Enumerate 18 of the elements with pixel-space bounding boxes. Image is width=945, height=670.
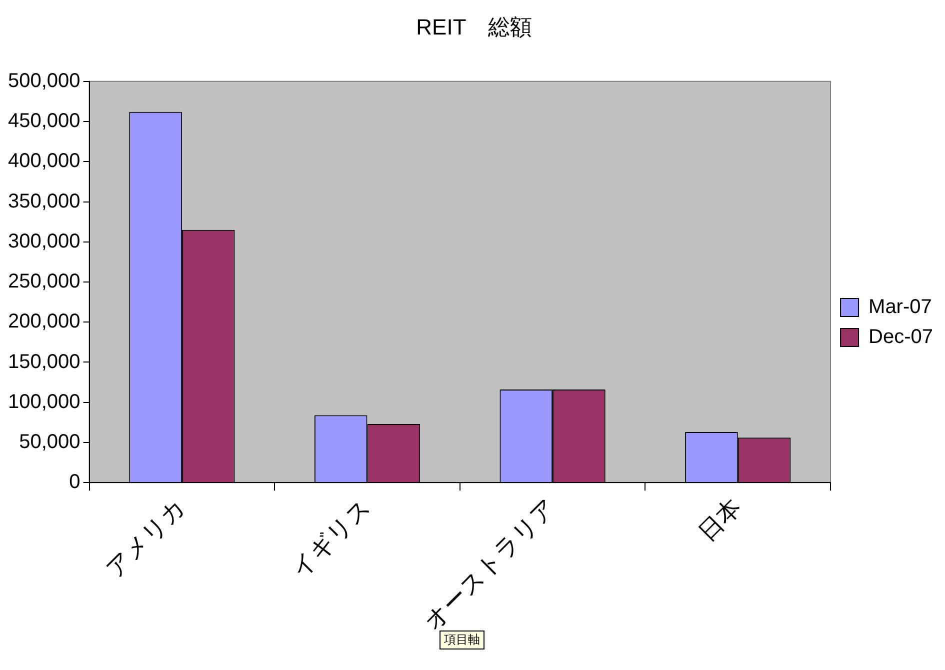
- y-tick-label: 150,000: [8, 350, 80, 373]
- y-tick-label: 100,000: [8, 390, 80, 413]
- x-tick-label: アメリカ: [101, 494, 191, 584]
- y-tick-label: 400,000: [8, 150, 80, 172]
- y-tick-label: 200,000: [8, 310, 80, 333]
- y-tick-label: 250,000: [8, 270, 80, 293]
- y-tick-label: 450,000: [8, 110, 80, 132]
- chart-title: REIT 総額: [416, 14, 532, 40]
- x-tick-label: 日本: [694, 494, 747, 547]
- x-tick-label: イギリス: [286, 494, 376, 584]
- y-tick-label: 0: [69, 471, 80, 494]
- y-tick-label: 500,000: [8, 70, 80, 92]
- y-tick-label: 350,000: [8, 190, 80, 212]
- legend-label: Mar-07: [868, 296, 932, 318]
- y-tick-label: 50,000: [19, 430, 80, 453]
- legend-label: Dec-07: [868, 326, 934, 348]
- text: 項目軸: [443, 632, 480, 646]
- y-tick-label: 300,000: [8, 230, 80, 252]
